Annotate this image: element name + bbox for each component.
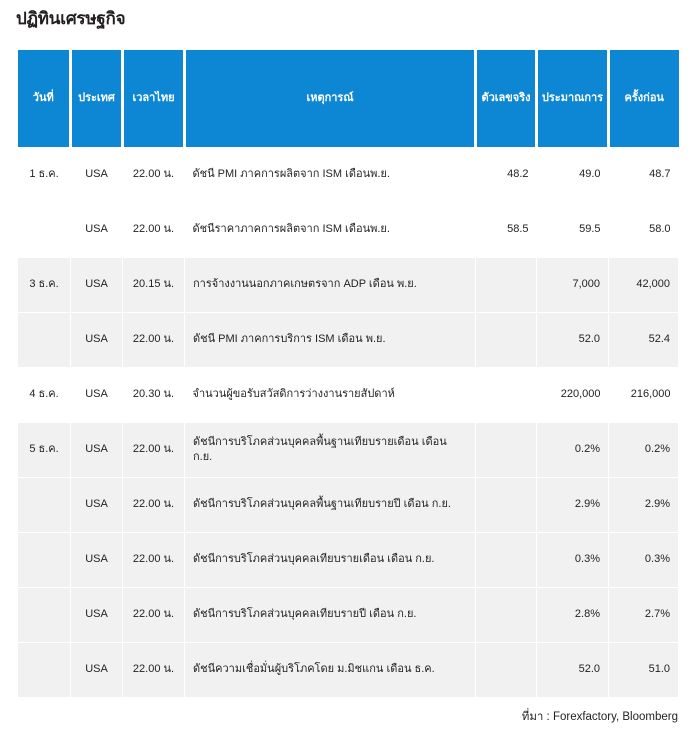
cell-time: 22.00 น. xyxy=(122,531,185,588)
page-title: ปฏิทินเศรษฐกิจ xyxy=(16,9,126,28)
source-note: ที่มา : Forexfactory, Bloomberg xyxy=(521,711,678,723)
cell-actual xyxy=(475,476,537,533)
column-header-event: เหตุการณ์ xyxy=(183,50,477,147)
cell-actual xyxy=(475,641,537,698)
cell-time: 22.00 น. xyxy=(122,641,185,698)
cell-event: ดัชนีราคาภาคการผลิตจาก ISM เดือนพ.ย. xyxy=(184,201,476,258)
table-row: USA 22.00 น. ดัชนีการบริโภคส่วนบุคคลเทียบร… xyxy=(17,531,679,588)
cell-forecast: 52.0 xyxy=(536,311,609,368)
cell-actual xyxy=(475,311,537,368)
cell-time: 22.00 น. xyxy=(122,476,185,533)
cell-date: 4 ธ.ค. xyxy=(17,366,71,423)
cell-country: USA xyxy=(70,311,123,368)
column-header-date: วันที่ xyxy=(17,50,72,147)
cell-previous: 2.9% xyxy=(608,476,679,533)
cell-actual xyxy=(475,256,537,313)
cell-forecast: 0.2% xyxy=(536,421,609,478)
table-row: 1 ธ.ค. USA 22.00 น. ดัชนี PMI ภาคการผลิตจาก… xyxy=(17,146,679,203)
cell-actual xyxy=(475,531,537,588)
cell-date xyxy=(17,311,71,368)
cell-event: ดัชนี PMI ภาคการผลิตจาก ISM เดือนพ.ย. xyxy=(184,146,476,203)
cell-time: 22.00 น. xyxy=(122,421,185,478)
cell-time: 22.00 น. xyxy=(122,201,185,258)
cell-actual xyxy=(475,586,537,643)
cell-date xyxy=(17,476,71,533)
cell-previous: 0.2% xyxy=(608,421,679,478)
cell-date xyxy=(17,641,71,698)
cell-event: การจ้างงานนอกภาคเกษตรจาก ADP เดือน พ.ย. xyxy=(184,256,476,313)
cell-country: USA xyxy=(70,256,123,313)
cell-event: ดัชนีการบริโภคส่วนบุคคลพื้นฐานเทียบรายปี… xyxy=(184,476,476,533)
table-row: 3 ธ.ค. USA 20.15 น. การจ้างงานนอกภาคเกษตรจา… xyxy=(17,256,679,313)
cell-country: USA xyxy=(70,586,123,643)
cell-country: USA xyxy=(70,146,123,203)
table-row: USA 22.00 น. ดัชนีราคาภาคการผลิตจาก ISM เด… xyxy=(17,201,679,258)
cell-actual xyxy=(475,421,537,478)
table-body: 1 ธ.ค. USA 22.00 น. ดัชนี PMI ภาคการผลิตจาก… xyxy=(17,146,679,698)
cell-forecast: 52.0 xyxy=(536,641,609,698)
table-row: 5 ธ.ค. USA 22.00 น. ดัชนีการบริโภคส่วนบุคคล… xyxy=(17,421,679,478)
cell-event: จำนวนผู้ขอรับสวัสดิการว่างงานรายสัปดาห์ xyxy=(184,366,476,423)
cell-time: 20.30 น. xyxy=(122,366,185,423)
cell-previous: 2.7% xyxy=(608,586,679,643)
table-header-row: วันที่ ประเทศ เวลาไทย เหตุการณ์ ตัวเลขจร… xyxy=(17,50,679,147)
cell-previous: 0.3% xyxy=(608,531,679,588)
cell-previous: 216,000 xyxy=(608,366,679,423)
cell-previous: 58.0 xyxy=(608,201,679,258)
cell-actual: 58.5 xyxy=(475,201,537,258)
table-header: วันที่ ประเทศ เวลาไทย เหตุการณ์ ตัวเลขจร… xyxy=(17,50,679,147)
economic-calendar-table: วันที่ ประเทศ เวลาไทย เหตุการณ์ ตัวเลขจร… xyxy=(17,50,679,698)
cell-country: USA xyxy=(70,366,123,423)
cell-date: 3 ธ.ค. xyxy=(17,256,71,313)
cell-country: USA xyxy=(70,531,123,588)
cell-country: USA xyxy=(70,421,123,478)
cell-date: 5 ธ.ค. xyxy=(17,421,71,478)
cell-forecast: 0.3% xyxy=(536,531,609,588)
cell-previous: 48.7 xyxy=(608,146,679,203)
cell-previous: 51.0 xyxy=(608,641,679,698)
cell-time: 22.00 น. xyxy=(122,586,185,643)
cell-date xyxy=(17,201,71,258)
cell-time: 22.00 น. xyxy=(122,311,185,368)
cell-forecast: 49.0 xyxy=(536,146,609,203)
cell-previous: 42,000 xyxy=(608,256,679,313)
column-header-country: ประเทศ xyxy=(69,50,124,147)
cell-forecast: 220,000 xyxy=(536,366,609,423)
table-row: USA 22.00 น. ดัชนี PMI ภาคการบริการ ISM เด… xyxy=(17,311,679,368)
cell-event: ดัชนีการบริโภคส่วนบุคคลเทียบรายเดือน เดื… xyxy=(184,531,476,588)
cell-actual: 48.2 xyxy=(475,146,537,203)
cell-actual xyxy=(475,366,537,423)
cell-country: USA xyxy=(70,641,123,698)
table-row: USA 22.00 น. ดัชนีการบริโภคส่วนบุคคลพื้นฐา… xyxy=(17,476,679,533)
table-row: USA 22.00 น. ดัชนีการบริโภคส่วนบุคคลเทียบร… xyxy=(17,586,679,643)
cell-previous: 52.4 xyxy=(608,311,679,368)
table-row: 4 ธ.ค. USA 20.30 น. จำนวนผู้ขอรับสวัสดิการว… xyxy=(17,366,679,423)
cell-forecast: 7,000 xyxy=(536,256,609,313)
cell-date xyxy=(17,531,71,588)
cell-forecast: 2.9% xyxy=(536,476,609,533)
cell-time: 22.00 น. xyxy=(122,146,185,203)
cell-country: USA xyxy=(70,201,123,258)
cell-event: ดัชนี PMI ภาคการบริการ ISM เดือน พ.ย. xyxy=(184,311,476,368)
cell-date: 1 ธ.ค. xyxy=(17,146,71,203)
cell-time: 20.15 น. xyxy=(122,256,185,313)
column-header-time: เวลาไทย xyxy=(121,50,186,147)
cell-forecast: 59.5 xyxy=(536,201,609,258)
cell-country: USA xyxy=(70,476,123,533)
table-row: USA 22.00 น. ดัชนีความเชื่อมั่นผู้บริโภคโด… xyxy=(17,641,679,698)
column-header-actual: ตัวเลขจริง xyxy=(474,50,538,147)
cell-date xyxy=(17,586,71,643)
cell-forecast: 2.8% xyxy=(536,586,609,643)
cell-event: ดัชนีการบริโภคส่วนบุคคลพื้นฐานเทียบรายเด… xyxy=(184,421,476,478)
column-header-previous: ครั้งก่อน xyxy=(607,50,679,147)
cell-event: ดัชนีความเชื่อมั่นผู้บริโภคโดย ม.มิชแกน … xyxy=(184,641,476,698)
column-header-forecast: ประมาณการ xyxy=(535,50,610,147)
cell-event: ดัชนีการบริโภคส่วนบุคคลเทียบรายปี เดือน … xyxy=(184,586,476,643)
